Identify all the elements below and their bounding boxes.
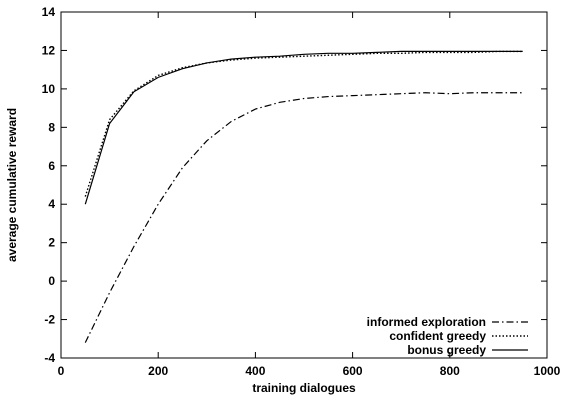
y-tick-label: 8	[48, 120, 55, 134]
y-axis-label: average cumulative reward	[5, 108, 19, 262]
plot-area	[84, 50, 523, 343]
x-tick-label: 200	[148, 364, 168, 378]
plot-frame	[60, 11, 548, 359]
x-tick-label: 0	[58, 364, 65, 378]
x-axis-label: training dialogues	[252, 381, 356, 395]
y-tick-label: -2	[44, 313, 55, 327]
series-line-bonus-greedy	[84, 50, 523, 205]
x-tick-label: 400	[245, 364, 265, 378]
axes: 0 200 400 600 800 1000 -4 -2 0 2 4 6 8 10 12 14	[42, 5, 561, 378]
y-tick-label: 10	[42, 82, 56, 96]
y-tick-label: 0	[48, 274, 55, 288]
legend-label: informed exploration	[367, 315, 486, 329]
y-tick-label: -4	[44, 351, 55, 365]
y-tick-label: 12	[42, 43, 56, 57]
x-tick-label: 600	[343, 364, 363, 378]
x-tick-label: 1000	[534, 364, 561, 378]
y-tick-label: 14	[42, 5, 56, 19]
series-line-confident-greedy	[84, 50, 523, 197]
series-line-informed-exploration	[84, 92, 523, 343]
y-tick-label: 4	[48, 197, 55, 211]
y-tick-label: 6	[48, 159, 55, 173]
x-tick-label: 800	[440, 364, 460, 378]
legend-label: confident greedy	[389, 329, 486, 343]
legend-label: bonus greedy	[407, 343, 486, 357]
y-tick-label: 2	[48, 236, 55, 250]
